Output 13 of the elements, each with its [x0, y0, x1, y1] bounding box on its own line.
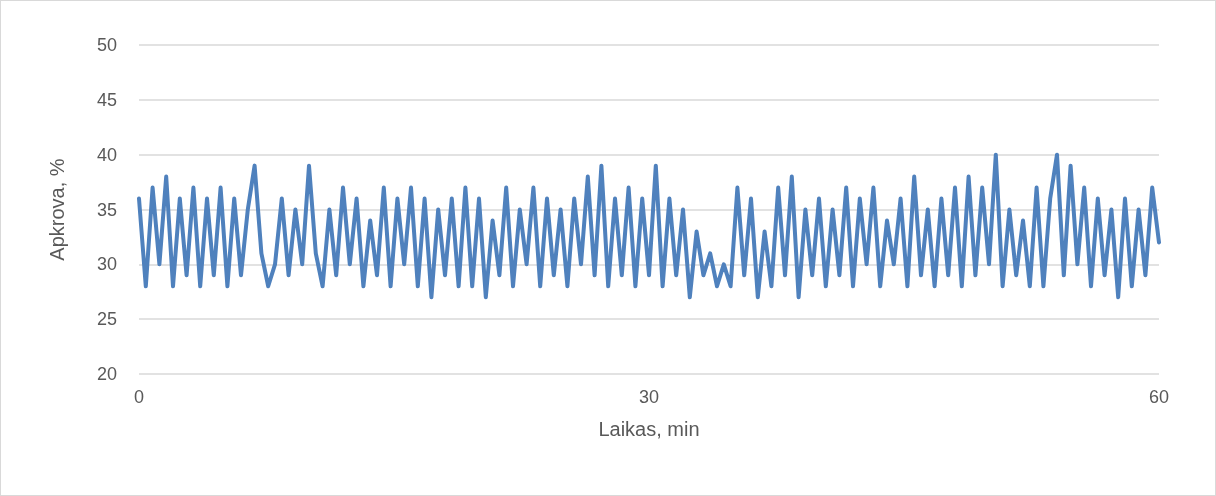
y-tick-label: 20	[96, 364, 117, 384]
y-axis-title: Apkrova, %	[46, 158, 68, 261]
y-tick-label: 30	[96, 254, 117, 275]
y-tick-label: 50	[96, 35, 117, 55]
x-axis-title: Laikas, min	[598, 418, 700, 440]
x-tick-label: 60	[1148, 387, 1170, 407]
y-tick-label: 45	[96, 89, 117, 110]
y-tick-label: 35	[96, 199, 117, 220]
x-tick-label: 30	[638, 387, 660, 407]
y-tick-label: 40	[96, 144, 117, 165]
line-series	[137, 152, 1161, 300]
x-tick-label: 0	[133, 387, 145, 407]
y-tick-label: 25	[96, 309, 117, 330]
